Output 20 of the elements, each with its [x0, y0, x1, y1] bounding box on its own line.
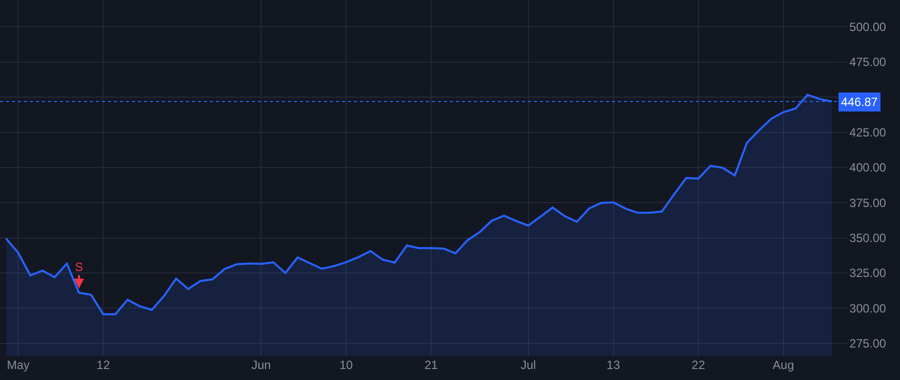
y-tick-label: 375.00 — [849, 196, 886, 210]
x-tick-label: 21 — [424, 358, 438, 372]
x-tick-label: Jul — [520, 358, 536, 372]
x-tick-label: Jun — [251, 358, 271, 372]
y-tick-label: 475.00 — [849, 55, 886, 70]
x-tick-label: 22 — [692, 358, 706, 372]
y-tick-label: 350.00 — [849, 231, 886, 245]
y-tick-label: 500.00 — [849, 20, 886, 34]
x-tick-label: 13 — [606, 358, 620, 372]
y-tick-label: 400.00 — [849, 160, 886, 175]
y-tick-label: 325.00 — [849, 266, 886, 280]
x-tick-label: 10 — [339, 358, 354, 372]
y-tick-label: 300.00 — [849, 301, 886, 316]
annotation: S — [75, 260, 84, 274]
y-tick-label: 425.00 — [849, 125, 886, 140]
x-tick-label: May — [6, 358, 30, 372]
y-tick-label: 275.00 — [849, 336, 886, 351]
x-tick-label: 12 — [96, 358, 110, 372]
ref-line-label: 446.87 — [841, 95, 878, 109]
x-tick-label: Aug — [772, 358, 794, 372]
